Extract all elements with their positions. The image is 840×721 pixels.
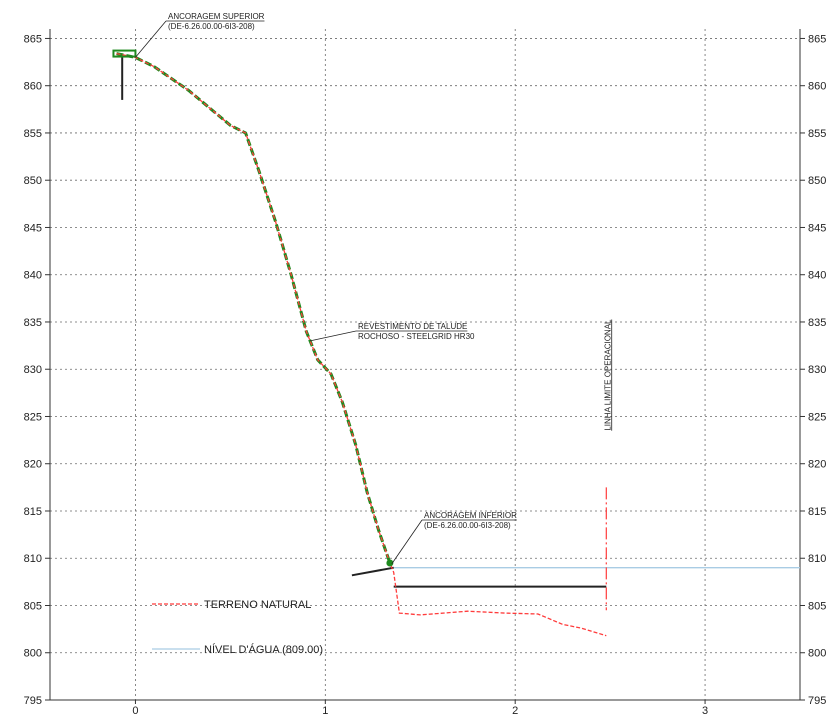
steelgrid-lining-line [116, 52, 392, 564]
y-tick-label-right: 810 [808, 553, 826, 565]
y-tick-label-left: 815 [24, 506, 42, 518]
grid [50, 29, 800, 701]
y-tick-label-left: 795 [24, 695, 42, 707]
y-tick-label-right: 855 [808, 128, 826, 140]
y-tick-label-right: 805 [808, 600, 826, 612]
y-tick-label-left: 865 [24, 33, 42, 45]
y-tick-label-left: 830 [24, 364, 42, 376]
y-tick-label-left: 860 [24, 81, 42, 93]
y-tick-label-right: 845 [808, 222, 826, 234]
annotation-operational-limit: LINHA LIMITE OPERACIONAL [603, 319, 612, 431]
x-tick-label: 2 [512, 705, 518, 716]
annotations: ANCORAGEM SUPERIOR(DE-6.26.00.00-6I3-208… [135, 12, 612, 565]
y-tick-label-right: 820 [808, 459, 826, 471]
annotation-lower-anchor-line2: (DE-6.26.00.00-6I3-208) [424, 521, 511, 530]
tick-labels: 865 865 860 860 855 855 850 850 845 845 840 840 835 8… [24, 33, 827, 717]
legend-label-terrain: TERRENO NATURAL [204, 599, 311, 611]
x-tick-label: 3 [702, 705, 708, 716]
x-tick-label: 1 [322, 705, 328, 716]
y-tick-label-left: 800 [24, 648, 42, 660]
y-tick-label-right: 795 [808, 695, 826, 707]
y-tick-label-right: 830 [808, 364, 826, 376]
natural-terrain-line [116, 52, 607, 637]
y-tick-label-left: 835 [24, 317, 42, 329]
lower-anchor-marker [386, 559, 394, 567]
annotation-lower-anchor-line1: ANCORAGEM INFERIOR [424, 511, 517, 520]
y-tick-label-right: 815 [808, 506, 826, 518]
y-tick-label-right: 860 [808, 81, 826, 93]
annotation-upper-anchor-line1: ANCORAGEM SUPERIOR [168, 12, 265, 21]
y-tick-label-left: 820 [24, 459, 42, 471]
annotation-upper-anchor-line2: (DE-6.26.00.00-6I3-208) [168, 22, 255, 31]
y-tick-label-left: 845 [24, 222, 42, 234]
y-tick-label-right: 825 [808, 411, 826, 423]
annotation-lining-line2: ROCHOSO - STEELGRID HR30 [358, 332, 475, 341]
y-tick-label-right: 835 [808, 317, 826, 329]
upper-anchor-marker [112, 49, 137, 58]
y-tick-label-right: 840 [808, 270, 826, 282]
y-tick-label-left: 850 [24, 175, 42, 187]
construction-line [351, 566, 394, 577]
y-tick-label-left: 855 [24, 128, 42, 140]
legend-label-water: NÍVEL D'ÁGUA (809.00) [204, 643, 323, 656]
annotation-lining-line1: REVESTIMENTO DE TALUDE [358, 322, 467, 331]
frame [45, 29, 805, 704]
annotation-upper-anchor-leader [135, 20, 167, 58]
legend: TERRENO NATURAL NÍVEL D'ÁGUA (809.00) [152, 599, 323, 656]
y-tick-label-left: 825 [24, 411, 42, 423]
series-layer [112, 49, 800, 637]
x-tick-label: 0 [132, 705, 138, 716]
y-tick-label-left: 840 [24, 270, 42, 282]
y-tick-label-right: 865 [808, 33, 826, 45]
y-tick-label-right: 850 [808, 175, 826, 187]
y-tick-label-left: 805 [24, 600, 42, 612]
y-tick-label-left: 810 [24, 553, 42, 565]
y-tick-label-right: 800 [808, 648, 826, 660]
annotation-lower-anchor-leader [391, 519, 423, 565]
annotation-lining-leader [310, 330, 357, 342]
